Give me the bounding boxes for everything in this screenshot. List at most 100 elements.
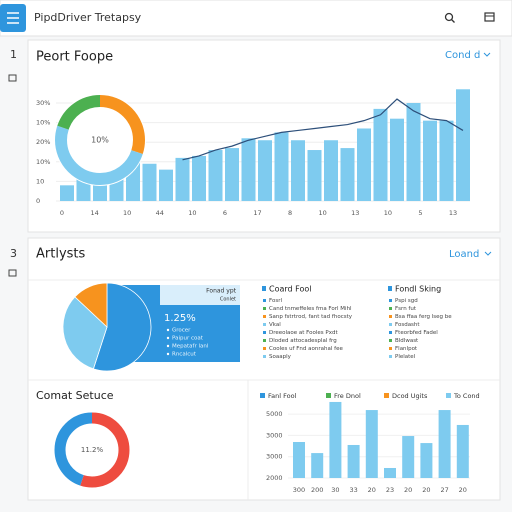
list-bullet [263,355,266,358]
bar [241,138,256,201]
x-tick-label: 6 [223,209,227,217]
legend-swatch [384,393,389,398]
analysts-action[interactable]: Loand [449,249,479,260]
bar [420,443,433,478]
x-tick-label: 200 [311,486,323,494]
bar [208,150,223,201]
list-item: Fteorbfed Fadel [395,330,438,336]
list-item: Fsrn fut [395,306,417,312]
list-item: Fosdasht [395,322,420,328]
trend-line [182,98,464,161]
sidebar-index: 3 [10,247,17,260]
x-tick-label: 8 [288,209,292,217]
list-bullet [263,331,266,334]
bar [365,410,378,478]
legend-swatch [446,393,451,398]
search-button[interactable] [444,12,455,23]
callout-item: Paipur coat [172,336,204,342]
bar [373,108,388,201]
x-tick-label: 20 [422,486,430,494]
list-item: Soaaply [269,354,292,360]
list-marker [262,286,266,291]
donut-segment [54,412,130,488]
bullet [166,352,170,356]
list-bullet [389,307,392,310]
bar [175,157,190,201]
app-title: PipdDriver Tretapsy [34,11,142,24]
list-item: Pspi sgd [395,298,418,304]
callout-item: Rncalcut [172,352,197,358]
x-tick-label: 33 [349,486,357,494]
x-tick-label: 13 [351,209,359,217]
bar [142,163,157,201]
bar [225,148,239,201]
bar [324,140,338,201]
bullet [166,328,170,332]
callout-header: Fonad ypt [206,288,236,295]
bar [76,179,91,201]
bar [423,120,437,201]
list-title: Coard Fool [269,285,311,294]
list-item: Cand tnmeffeles fma Forl Mihl [269,306,352,312]
list-bullet [263,315,266,318]
bar [438,410,451,478]
sidebar-icon[interactable] [8,74,17,82]
bar [390,118,404,201]
x-tick-label: 10 [188,209,196,217]
bar [340,148,355,201]
bar [307,150,322,201]
list-bullet [263,323,266,326]
list-bullet [389,331,392,334]
callout-item: Mepatafr lanl [172,344,209,350]
bar [402,436,415,478]
y-tick-label: 0 [36,197,40,205]
list-bullet [389,323,392,326]
list-bullet [263,347,266,350]
donut-label: 11.2% [81,446,104,454]
bar [456,89,470,201]
bar [456,424,469,478]
menu-icon [7,12,19,24]
report-title: Peort Foope [36,50,113,65]
x-tick-label: 10 [384,209,392,217]
bar [384,467,396,478]
list-title: Fondl Sking [395,285,441,294]
x-tick-label: 10 [123,209,131,217]
sidebar-index: 1 [10,48,17,61]
x-tick-label: 0 [60,209,64,217]
list-bullet [263,339,266,342]
bar [192,155,206,201]
sidebar-icon[interactable] [8,269,17,277]
chevron [483,52,491,57]
bar [406,103,421,201]
donut-label: 10% [91,136,109,145]
list-item: Vkal [269,322,281,328]
list-bullet [389,339,392,342]
x-tick-label: 27 [440,486,448,494]
bullet [166,344,170,348]
callout-value: 1.25% [164,313,196,324]
y-tick-label: 20% [36,138,50,146]
bar [159,169,173,201]
divider [28,279,500,500]
bullet [166,336,170,340]
y-tick-label: 5000 [266,410,283,418]
y-tick-label: 3000 [266,431,283,439]
x-tick-label: 20 [368,486,376,494]
pie-slice [62,296,108,370]
x-tick-label: 20 [404,486,412,494]
list-bullet [263,299,266,302]
report-action[interactable]: Cond d [445,50,480,61]
legend-swatch [260,393,265,398]
donut-segment [55,95,145,185]
list-bullet [389,315,392,318]
list-bullet [389,347,392,350]
bar [274,132,289,201]
list-item: Flanlpot [395,346,418,352]
bar [311,453,324,478]
bar [293,442,305,478]
pie-slice [92,282,152,372]
x-tick-label: 23 [386,486,394,494]
options-button[interactable] [484,12,495,22]
